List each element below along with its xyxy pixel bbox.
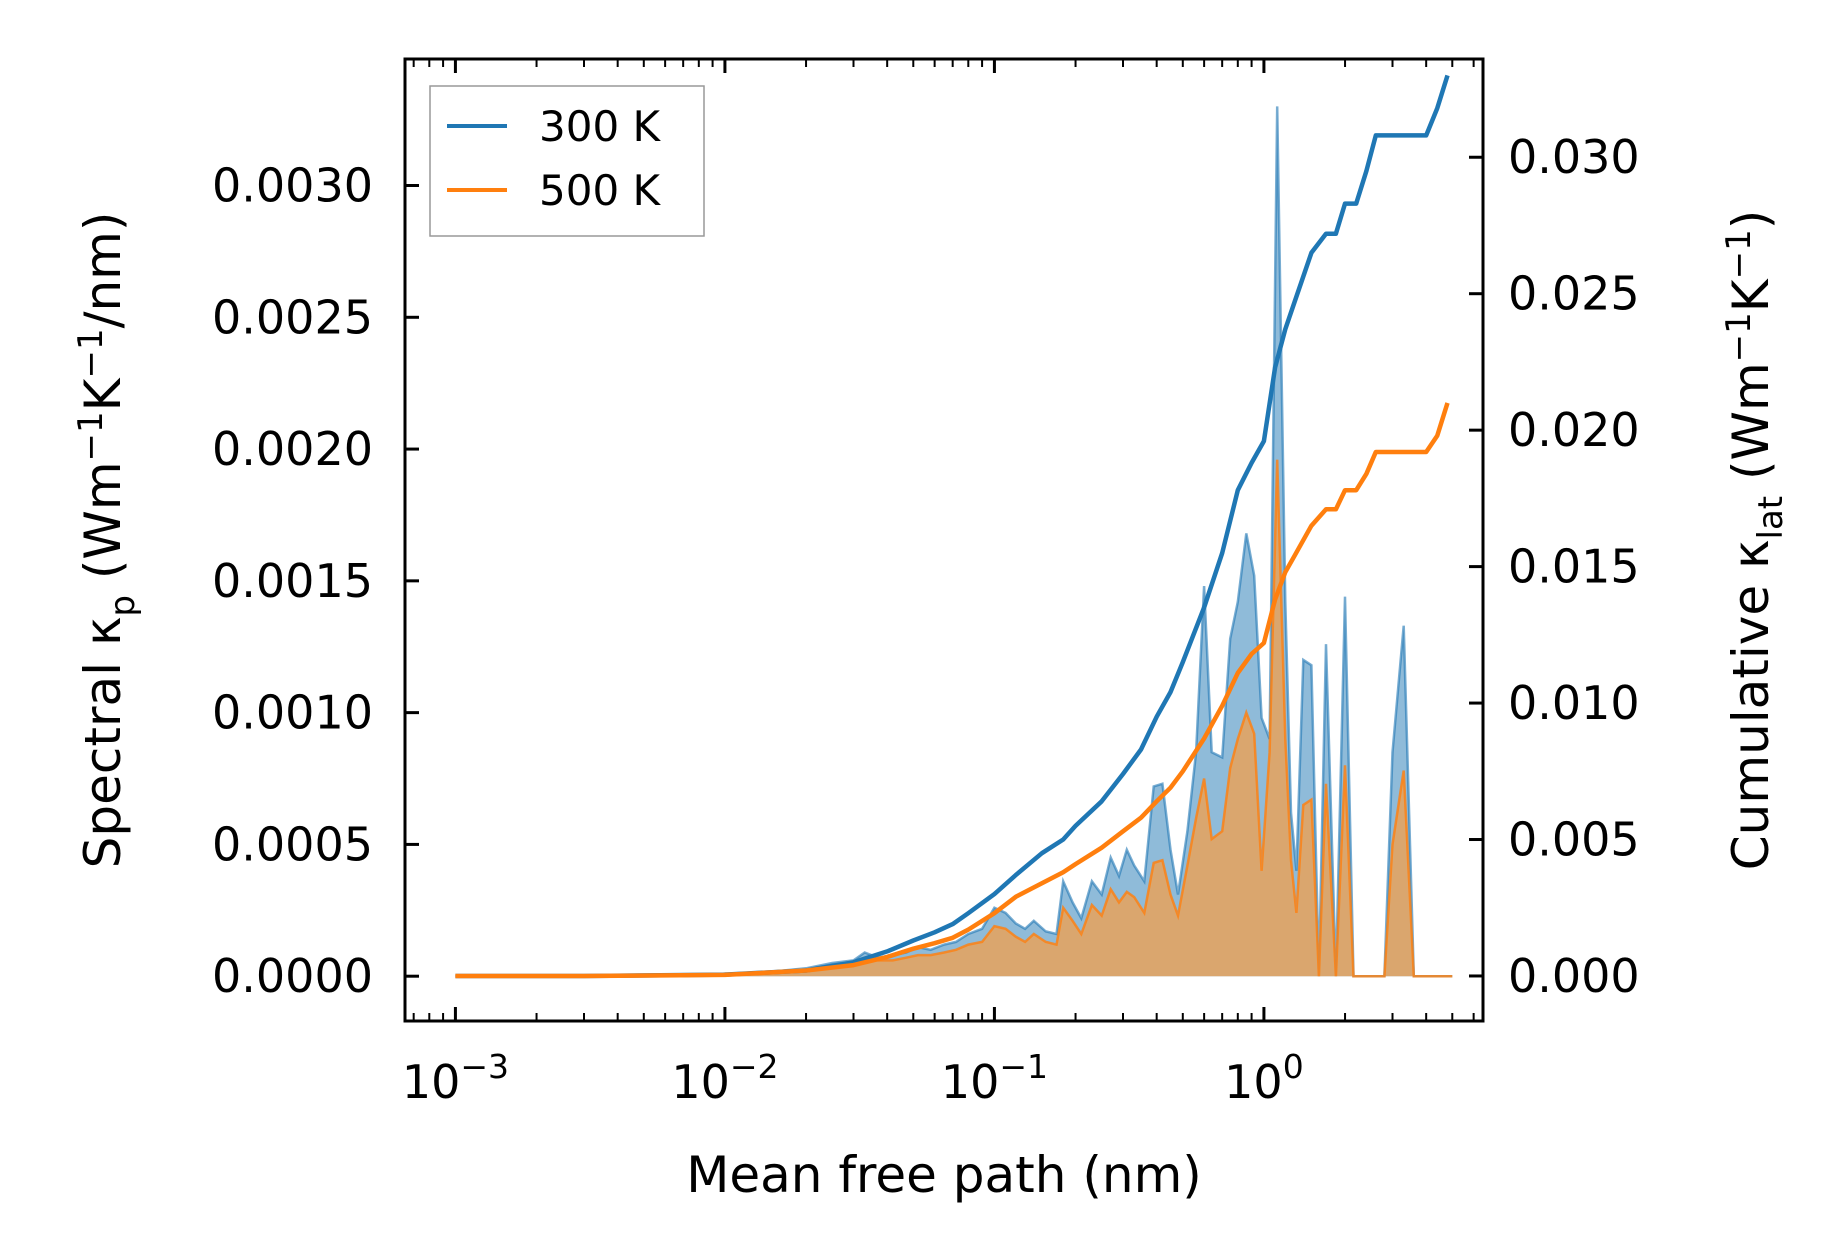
x-tick-label-base: 10 [1224,1055,1283,1109]
y-left-tick-label: 0.0005 [212,817,373,871]
x-tick-label: 10−1 [941,1047,1048,1109]
x-tick-label: 10−2 [671,1047,778,1109]
y-left-tick-label: 0.0030 [212,159,373,213]
y-right-tick-label: 0.015 [1508,540,1640,594]
legend-label-300k: 300 K [539,102,662,151]
y-left-tick-label: 0.0025 [212,290,373,344]
y-axis-title-left: Spectral κp (Wm−1K−1/nm) [71,212,143,869]
ylabel-left-mid1: (Wm [74,461,132,595]
ylabel-left-post: /nm) [74,212,132,329]
x-tick-label-base: 10 [941,1055,1000,1109]
ylabel-left-sup2: −1 [71,328,111,378]
tick-layer [405,59,1483,1021]
y-right-tick-label: 0.010 [1508,676,1640,730]
ylabel-right-pre: Cumulative κ [1722,539,1780,870]
y-axis-title-right: Cumulative κlat (Wm−1K−1) [1719,210,1791,870]
y-right-tick-label: 0.005 [1508,813,1640,867]
x-tick-label-exponent: −3 [460,1047,509,1086]
y-left-tick-label: 0.0015 [212,554,373,608]
plot-frame [403,57,1485,1023]
tick-label-layer: 10−3 10−2 10−1 1000.00000.00050.00100.00150… [212,130,1640,1109]
spectral-fill-500k [455,459,1453,977]
x-tick-label-exponent: 0 [1283,1047,1304,1086]
x-axis-title: Mean free path (nm) [686,1146,1202,1204]
y-right-tick-label: 0.000 [1508,949,1640,1003]
ylabel-right-sup1: −1 [1719,312,1759,362]
ylabel-right-mid1: (Wm [1722,362,1780,496]
y-right-tick-label: 0.025 [1508,267,1640,321]
legend-label-500k: 500 K [539,166,662,215]
ylabel-left-pre: Spectral κ [74,617,132,869]
y-right-tick-label: 0.020 [1508,403,1640,457]
x-tick-label: 10−3 [402,1047,509,1109]
x-tick-label: 100 [1224,1047,1304,1109]
ylabel-left-sub: p [103,595,143,617]
y-right-tick-label: 0.030 [1508,130,1640,184]
ylabel-right-sub: lat [1751,496,1791,540]
line-layer [455,74,1450,979]
x-tick-label-exponent: −2 [730,1047,779,1086]
legend-box [429,85,705,237]
y-left-tick-label: 0.0010 [212,686,373,740]
cumulative-line-500k [455,402,1450,979]
legend: 300 K 500 K [429,85,705,237]
x-tick-label-base: 10 [402,1055,461,1109]
ylabel-right-mid2: K [1722,278,1780,312]
spectral-fill-300k [455,106,1453,977]
cumulative-line-300k [455,74,1450,979]
x-tick-label-exponent: −1 [999,1047,1048,1086]
ylabel-left-sup1: −1 [71,411,111,461]
x-tick-label-base: 10 [671,1055,730,1109]
ylabel-right-sup2: −1 [1719,229,1759,279]
y-left-tick-label: 0.0020 [212,422,373,476]
ylabel-left-mid2: K [74,377,132,411]
y-left-tick-label: 0.0000 [212,949,373,1003]
ylabel-right-post: ) [1722,210,1780,230]
